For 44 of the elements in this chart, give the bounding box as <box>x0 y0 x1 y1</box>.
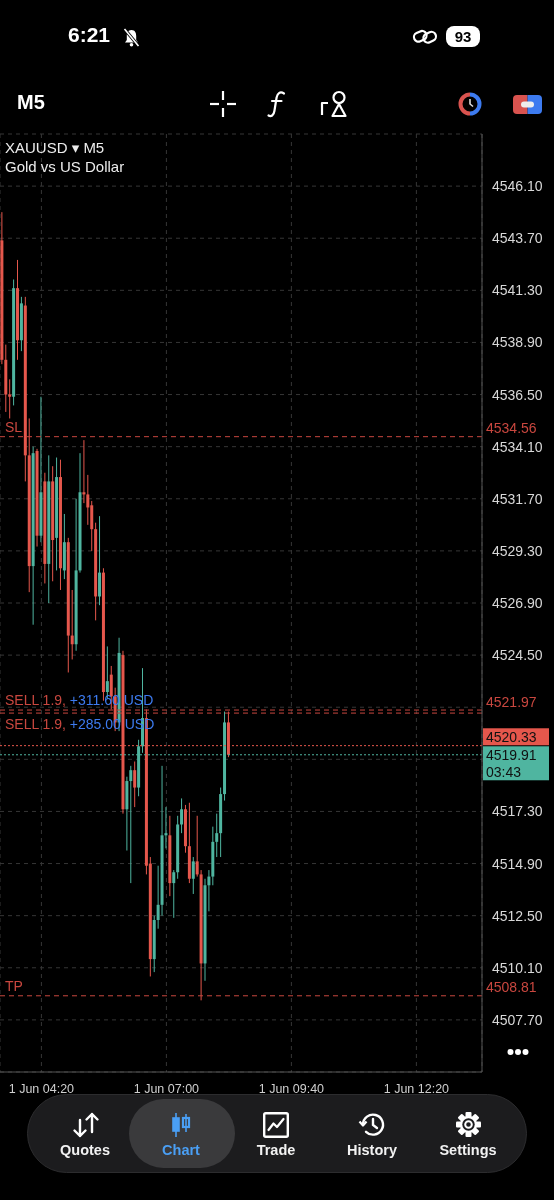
y-tick-label: 4534.10 <box>492 438 543 455</box>
y-tick-label: 4526.90 <box>492 594 543 611</box>
y-tick-label: 4510.10 <box>492 959 543 976</box>
ref-line-label: 4520.33 <box>486 728 537 745</box>
ref-line-label: 4521.97 <box>486 693 537 710</box>
text: Settings <box>438 1142 498 1158</box>
ref-line-label: 4508.81 <box>486 979 537 996</box>
y-tick-label: 4546.10 <box>492 178 543 195</box>
y-tick-label: 4524.50 <box>492 647 543 664</box>
candlestick <box>172 869 176 919</box>
x-tick-label: 1 Jun 09:40 <box>258 1081 325 1096</box>
candlestick <box>180 797 184 834</box>
text: Trade <box>255 1142 297 1158</box>
y-tick-label: 4507.70 <box>492 1011 543 1028</box>
y-tick-label: 4529.30 <box>492 542 543 559</box>
x-tick-label: 1 Jun 07:00 <box>133 1081 200 1096</box>
x-tick-label: 1 Jun 04:20 <box>8 1081 75 1096</box>
text: 6:21 <box>68 23 111 47</box>
text: Chart <box>161 1142 201 1158</box>
candlestick <box>129 765 133 884</box>
candlestick <box>70 589 74 660</box>
text: Quotes <box>59 1142 111 1158</box>
y-tick-label: 4517.30 <box>492 803 543 820</box>
text: M5 <box>17 91 45 114</box>
ref-line-label: 4519.91 <box>486 746 537 763</box>
candlestick <box>215 813 219 858</box>
x-tick-label: 1 Jun 12:20 <box>383 1081 450 1096</box>
candlestick <box>133 761 137 808</box>
text: Gold vs US Dollar <box>5 158 125 175</box>
annotation: SL <box>5 418 23 435</box>
text: History <box>346 1142 398 1158</box>
text: 03:43 <box>486 763 522 780</box>
chart-title: XAUUSD ▾ M5 <box>5 139 105 157</box>
candlestick <box>98 515 102 606</box>
y-tick-label: 4512.50 <box>492 907 543 924</box>
y-tick-label: 4538.90 <box>492 334 543 351</box>
y-tick-label: 4543.70 <box>492 230 543 247</box>
y-tick-label: 4536.50 <box>492 386 543 403</box>
ref-line-label: 4534.56 <box>486 420 537 437</box>
annotation: TP <box>5 977 23 994</box>
y-tick-label: 4531.70 <box>492 490 543 507</box>
y-tick-label: 4514.90 <box>492 855 543 872</box>
y-tick-label: 4541.30 <box>492 282 543 299</box>
candlestick <box>191 856 195 895</box>
